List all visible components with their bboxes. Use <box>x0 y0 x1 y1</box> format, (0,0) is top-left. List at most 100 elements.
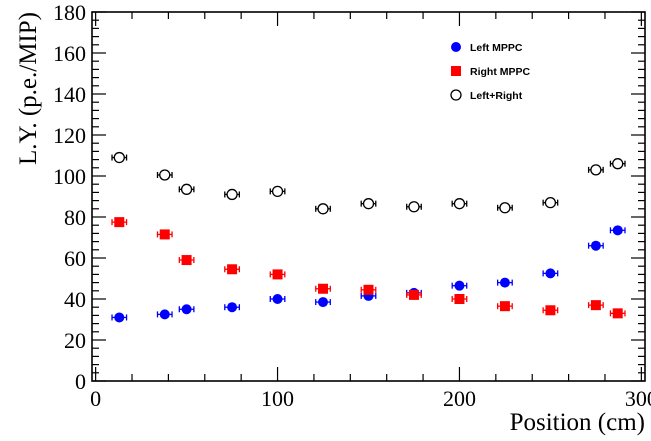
left-right-marker <box>612 158 624 170</box>
right-mppc-marker <box>408 289 419 300</box>
left-right-point <box>360 198 377 210</box>
left-right-point <box>406 201 422 213</box>
left-right-marker <box>453 198 466 210</box>
right-mppc-point <box>497 301 513 312</box>
left-right-marker <box>590 164 602 176</box>
x-tick-label: 100 <box>261 386 294 411</box>
left-mppc-point <box>587 240 604 251</box>
left-mppc-marker <box>318 297 329 308</box>
legend-label-left-right: Left+Right <box>470 90 523 102</box>
legend-marker-left-mppc <box>451 42 461 52</box>
y-tick-label: 80 <box>64 205 86 230</box>
right-mppc-marker <box>181 255 192 266</box>
x-axis-title: Position (cm) <box>510 409 645 436</box>
left-right-point <box>542 196 559 209</box>
left-right-marker <box>499 202 511 214</box>
left-right-point <box>451 198 468 210</box>
left-right-point <box>224 188 240 201</box>
left-right-point <box>497 202 513 214</box>
left-mppc-marker <box>272 294 283 304</box>
left-right-point <box>269 185 286 198</box>
y-tick-label: 0 <box>75 369 86 394</box>
left-right-point <box>111 151 128 164</box>
right-mppc-marker <box>159 229 170 240</box>
legend-marker-right-mppc <box>451 66 461 76</box>
plot-frame <box>91 11 646 382</box>
legend-label-left-mppc: Left MPPC <box>470 42 523 54</box>
y-tick-label: 120 <box>53 123 86 148</box>
left-right-point <box>156 169 173 181</box>
left-mppc-marker <box>612 225 623 236</box>
left-mppc-point <box>156 309 173 320</box>
legend: Left MPPC Right MPPC Left+Right <box>450 42 530 102</box>
y-tick-label: 160 <box>53 41 86 66</box>
right-mppc-point <box>360 284 377 295</box>
right-mppc-marker <box>590 300 601 311</box>
right-mppc-marker <box>454 294 465 304</box>
left-mppc-point <box>542 268 559 279</box>
legend-marker-left-right <box>450 89 462 101</box>
data-points <box>111 151 626 323</box>
left-right-marker <box>408 201 420 213</box>
left-right-marker <box>159 169 171 181</box>
right-mppc-point <box>609 308 626 319</box>
x-tick-label: 0 <box>90 386 101 411</box>
x-tick-label: 200 <box>443 386 476 411</box>
right-mppc-marker <box>272 269 283 280</box>
right-mppc-marker <box>612 308 623 319</box>
left-right-point <box>178 183 195 195</box>
left-mppc-marker <box>227 302 238 313</box>
left-mppc-marker <box>545 268 556 279</box>
legend-label-right-mppc: Right MPPC <box>470 66 530 78</box>
y-axis-title: L.Y. (p.e./MIP) <box>15 12 42 165</box>
right-mppc-marker <box>545 305 556 316</box>
x-tick-label: 300 <box>625 386 651 411</box>
left-right-marker <box>271 185 284 198</box>
right-mppc-marker <box>318 283 329 294</box>
left-mppc-point <box>111 312 128 323</box>
right-mppc-marker <box>114 217 125 228</box>
left-right-point <box>315 203 331 215</box>
left-mppc-point <box>178 304 195 315</box>
left-mppc-marker <box>181 304 192 315</box>
left-right-point <box>587 164 604 176</box>
y-tick-label: 60 <box>64 246 86 271</box>
left-mppc-point <box>224 302 240 313</box>
y-tick-label: 40 <box>64 287 86 312</box>
y-tick-label: 100 <box>53 164 86 189</box>
y-tick-label: 140 <box>53 82 86 107</box>
right-mppc-point <box>451 294 468 304</box>
left-mppc-marker <box>114 312 125 323</box>
left-mppc-marker <box>454 280 465 291</box>
right-mppc-point <box>315 283 331 294</box>
left-mppc-point <box>451 280 468 291</box>
right-mppc-marker <box>363 284 374 295</box>
right-mppc-point <box>178 255 195 266</box>
right-mppc-marker <box>499 301 510 312</box>
left-mppc-marker <box>590 240 601 251</box>
left-mppc-point <box>497 277 513 288</box>
left-right-marker <box>544 196 557 209</box>
right-mppc-point <box>224 264 240 275</box>
right-mppc-point <box>542 305 559 316</box>
left-mppc-point <box>315 297 331 308</box>
right-mppc-point <box>156 229 173 240</box>
axis-ticks <box>92 11 645 382</box>
left-mppc-point <box>609 225 626 236</box>
y-tick-label: 180 <box>53 0 86 25</box>
left-right-marker <box>113 151 125 164</box>
y-tick-label: 20 <box>64 328 86 353</box>
right-mppc-point <box>587 300 604 311</box>
right-mppc-point <box>406 289 422 300</box>
right-mppc-point <box>269 269 286 280</box>
left-right-marker <box>180 183 193 195</box>
right-mppc-point <box>111 217 128 228</box>
left-right-marker <box>317 203 329 215</box>
left-mppc-marker <box>159 309 170 320</box>
left-right-marker <box>362 198 375 210</box>
left-right-marker <box>226 188 238 201</box>
right-mppc-marker <box>227 264 238 275</box>
left-mppc-point <box>269 294 286 304</box>
left-mppc-marker <box>499 277 510 288</box>
